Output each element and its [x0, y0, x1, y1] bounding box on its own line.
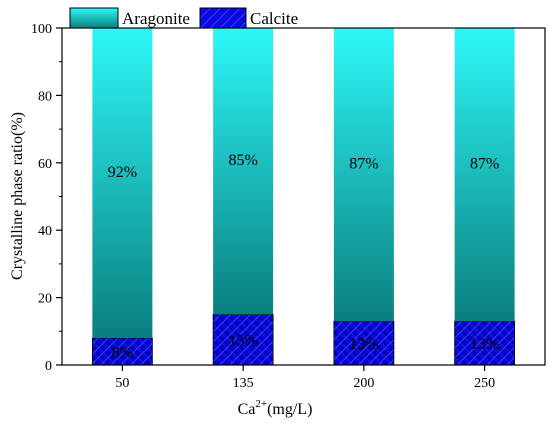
y-tick-label-100: 100: [31, 22, 52, 37]
bar-calcite-50: [91, 337, 153, 366]
x-tick-label-250: 250: [474, 376, 495, 391]
bar-calcite-135: [212, 314, 274, 366]
legend-swatch-calcite: [199, 7, 247, 29]
x-axis-title: Ca2+(mg/L): [238, 398, 313, 418]
bar-label-aragonite-135: 85%: [228, 152, 257, 169]
bar-aragonite-50: [92, 28, 153, 339]
x-tick-label-50: 50: [115, 376, 129, 391]
y-axis-title: Crystalline phase ratio(%): [9, 112, 26, 280]
bar-label-aragonite-50: 92%: [108, 164, 137, 181]
x-axis: 50 135 200 250: [115, 365, 495, 391]
x-axis-title-main: Ca: [238, 401, 256, 418]
y-tick-label-20: 20: [38, 292, 52, 307]
y-axis: 0 20 40 60 80 100: [31, 22, 62, 374]
bar-label-calcite-250: 13%: [470, 336, 499, 353]
x-tick-label-135: 135: [233, 376, 254, 391]
x-axis-title-unit: (mg/L): [267, 401, 312, 418]
bar-label-aragonite-250: 87%: [470, 156, 499, 173]
bar-label-calcite-200: 13%: [349, 336, 378, 353]
legend-label-aragonite: Aragonite: [122, 9, 190, 28]
y-tick-label-40: 40: [38, 224, 52, 239]
legend-swatch-aragonite: [69, 7, 119, 29]
x-tick-label-200: 200: [353, 376, 374, 391]
bar-labels-layer: 92% 8% 85% 15% 87% 13% 87% 13%: [108, 152, 500, 361]
bar-aragonite-200: [333, 28, 394, 322]
bar-label-aragonite-200: 87%: [349, 156, 378, 173]
y-tick-label-80: 80: [38, 89, 52, 104]
legend: Aragonite Calcite: [69, 7, 298, 29]
y-tick-label-0: 0: [45, 359, 52, 374]
x-axis-title-sup: 2+: [255, 398, 267, 410]
legend-label-calcite: Calcite: [250, 9, 298, 28]
y-tick-label-60: 60: [38, 157, 52, 172]
bar-label-calcite-135: 15%: [228, 333, 257, 350]
bar-aragonite-250: [454, 28, 515, 322]
bar-calcite-250: [454, 320, 516, 366]
bars-layer: [91, 28, 516, 366]
bar-aragonite-135: [213, 28, 274, 315]
bar-label-calcite-50: 8%: [112, 345, 133, 362]
